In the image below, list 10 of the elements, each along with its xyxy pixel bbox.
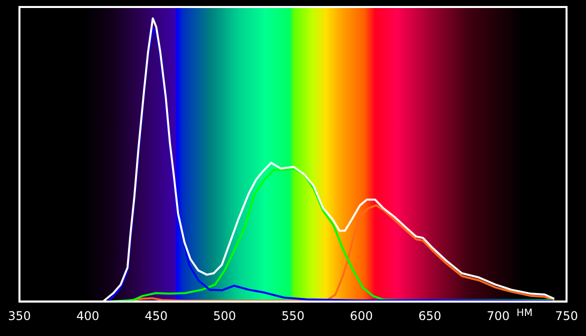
x-tick-label: 700	[486, 308, 510, 323]
x-axis-title: НМ	[516, 308, 533, 320]
x-tick-label: 600	[350, 308, 373, 323]
x-tick-label: 350	[8, 308, 31, 323]
x-tick-label: 650	[418, 308, 442, 323]
x-tick-label: 400	[76, 308, 100, 323]
x-tick-label: 750	[555, 308, 578, 323]
x-tick-label: 550	[282, 308, 304, 323]
x-tick-label: 450	[144, 308, 168, 323]
x-tick-label: 500	[213, 308, 236, 323]
